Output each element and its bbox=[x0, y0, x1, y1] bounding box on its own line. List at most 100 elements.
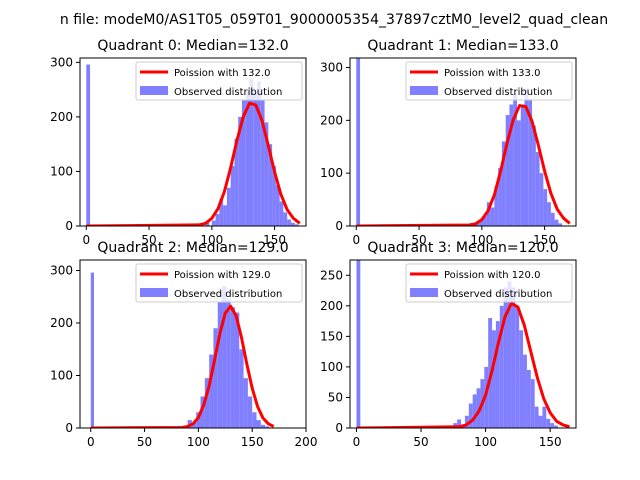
histogram-bar bbox=[476, 388, 481, 428]
poisson-curve bbox=[356, 301, 570, 428]
y-tick-label: 0 bbox=[65, 219, 73, 233]
histogram-bar bbox=[519, 330, 524, 428]
histogram-bar bbox=[191, 422, 197, 428]
histogram-bar bbox=[253, 92, 258, 226]
histogram-bar bbox=[260, 100, 265, 226]
y-tick-label: 200 bbox=[50, 110, 73, 124]
y-tick-label: 300 bbox=[50, 55, 73, 69]
y-tick-label: 100 bbox=[50, 164, 73, 178]
histogram-bar bbox=[554, 425, 558, 428]
legend-label: Observed distribution bbox=[444, 87, 552, 98]
histogram-bar bbox=[558, 223, 563, 226]
y-tick-label: 0 bbox=[65, 421, 73, 435]
poisson-curve bbox=[86, 101, 301, 226]
plot-area bbox=[356, 58, 571, 226]
histogram-bar bbox=[498, 167, 502, 226]
legend-patch-swatch bbox=[140, 288, 168, 297]
plot-area bbox=[86, 64, 301, 226]
x-tick-label: 50 bbox=[141, 233, 156, 247]
histogram-bar bbox=[265, 426, 270, 428]
histogram-bar bbox=[279, 201, 284, 226]
histogram-bar bbox=[513, 93, 517, 226]
histogram-bar bbox=[505, 115, 510, 226]
histogram-bar bbox=[554, 219, 559, 226]
histogram-bar bbox=[196, 412, 201, 428]
histogram-bar bbox=[526, 369, 531, 428]
histogram-bar bbox=[492, 330, 496, 428]
histogram-bar bbox=[483, 215, 487, 226]
y-tick-label: 200 bbox=[320, 299, 343, 313]
legend-box bbox=[405, 263, 573, 303]
histogram-bar bbox=[547, 202, 551, 226]
x-tick-label: 0 bbox=[353, 435, 361, 449]
axes-frame bbox=[79, 259, 307, 429]
histogram-bar bbox=[252, 412, 257, 428]
histogram-bar bbox=[509, 104, 514, 226]
histogram-bar bbox=[213, 328, 218, 428]
histogram-bar bbox=[209, 354, 214, 428]
legend-label: Observed distribution bbox=[174, 87, 282, 98]
histogram-bar bbox=[239, 349, 244, 428]
histogram-bar bbox=[200, 396, 205, 428]
y-tick-label: 0 bbox=[335, 219, 343, 233]
histogram-bar bbox=[356, 58, 361, 226]
histogram-bar bbox=[287, 219, 291, 226]
histogram-bar bbox=[523, 354, 527, 428]
y-tick-label: 300 bbox=[320, 61, 343, 75]
histogram-bar bbox=[542, 406, 547, 428]
x-tick-label: 100 bbox=[187, 435, 210, 449]
histogram-bar bbox=[530, 379, 535, 428]
y-tick-label: 200 bbox=[320, 113, 343, 127]
histogram-bar bbox=[516, 120, 521, 226]
histogram-bar bbox=[211, 220, 216, 226]
histogram-bar bbox=[486, 202, 491, 226]
x-tick-label: 50 bbox=[137, 435, 152, 449]
y-tick-label: 150 bbox=[320, 329, 343, 343]
histogram-bar bbox=[247, 396, 253, 428]
histogram-bar bbox=[534, 406, 539, 428]
y-tick-label: 0 bbox=[335, 421, 343, 435]
histogram-bar bbox=[204, 378, 210, 428]
legend: Poission with 133.0 Observed distribution bbox=[405, 61, 573, 101]
histogram-bar bbox=[226, 187, 231, 226]
histogram-bar bbox=[234, 138, 239, 226]
x-tick-label: 100 bbox=[200, 233, 223, 247]
histogram-bar bbox=[217, 302, 223, 428]
x-tick-label: 150 bbox=[539, 435, 562, 449]
histogram-bar bbox=[520, 104, 525, 226]
legend-label: Poission with 120.0 bbox=[444, 270, 540, 281]
legend-label: Poission with 132.0 bbox=[174, 68, 270, 79]
legend: Poission with 132.0 Observed distribution bbox=[135, 61, 303, 101]
histogram-bar bbox=[501, 141, 506, 226]
x-tick-label: 100 bbox=[470, 233, 493, 247]
histogram-bar bbox=[515, 305, 520, 428]
poisson-curve bbox=[90, 304, 275, 428]
x-tick-label: 200 bbox=[295, 435, 318, 449]
histogram-bar bbox=[507, 281, 512, 428]
x-tick-label: 100 bbox=[474, 435, 497, 449]
histogram-bar bbox=[222, 286, 227, 428]
plot-area bbox=[356, 260, 570, 428]
y-tick-label: 50 bbox=[328, 390, 343, 404]
histogram-bar bbox=[205, 221, 210, 226]
histogram-bar bbox=[219, 198, 224, 226]
histogram-bar bbox=[238, 116, 242, 226]
legend-box bbox=[135, 263, 303, 303]
figure-suptitle: n file: modeM0/AS1T05_059T01_9000005354_… bbox=[60, 12, 608, 28]
histogram-bar bbox=[90, 272, 94, 428]
histogram-bar bbox=[272, 166, 276, 226]
histogram-bar bbox=[283, 212, 288, 226]
chart-panel-0: Quadrant 0: Median=132.0 0 50 100 150 0 100 200… bbox=[50, 38, 307, 247]
axes-frame bbox=[349, 57, 577, 227]
histogram-bar bbox=[499, 305, 504, 428]
histogram-bar bbox=[268, 144, 273, 226]
axes-frame bbox=[79, 57, 307, 227]
legend: Poission with 120.0 Observed distribution bbox=[405, 263, 573, 303]
histogram-bar bbox=[532, 125, 536, 226]
histogram-bar bbox=[245, 92, 250, 226]
x-tick-label: 150 bbox=[533, 233, 556, 247]
poisson-curve bbox=[356, 104, 571, 226]
x-tick-label: 0 bbox=[352, 233, 360, 247]
chart-panel-2: Quadrant 2: Median=129.0 0 50 100 150 200 0 100… bbox=[50, 240, 317, 449]
panel-title: Quadrant 1: Median=133.0 bbox=[367, 38, 558, 54]
